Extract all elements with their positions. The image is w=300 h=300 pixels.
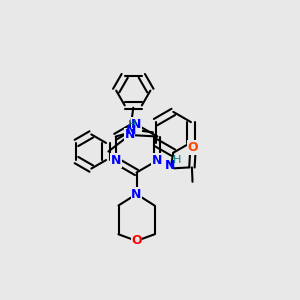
Text: O: O [188,141,198,154]
Text: N: N [126,124,136,137]
Text: O: O [131,234,142,248]
Text: N: N [110,154,121,167]
Text: N: N [124,128,135,142]
Text: N: N [165,159,175,172]
Text: H: H [173,155,181,166]
Text: N: N [152,154,163,167]
Text: N: N [131,118,142,131]
Text: N: N [131,188,142,201]
Text: H: H [128,120,136,130]
